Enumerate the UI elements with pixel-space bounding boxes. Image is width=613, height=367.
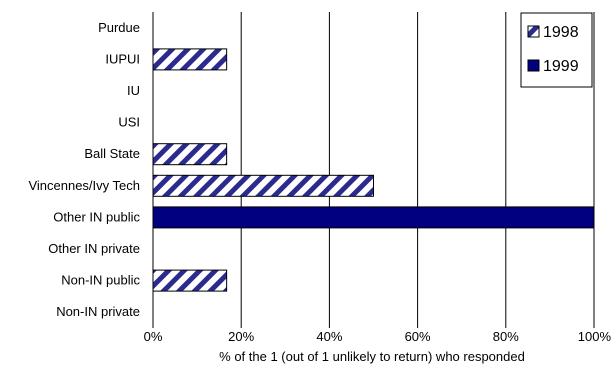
legend-label: 1998: [543, 24, 579, 41]
x-tick-label: 40%: [316, 329, 342, 344]
bar-1998: [152, 269, 228, 292]
bar-1998: [152, 48, 228, 71]
category-label: Purdue: [98, 20, 140, 35]
legend-swatch: [527, 59, 540, 72]
category-label: IU: [127, 83, 140, 98]
category-labels: Purdue IUPUI IU USI Ball State Vincennes/Ivy …: [28, 20, 140, 319]
x-tick-labels: 0% 20% 40% 60% 80% 100%: [144, 329, 612, 344]
x-tick-label: 60%: [405, 329, 431, 344]
x-tick-label: 20%: [228, 329, 254, 344]
category-label: IUPUI: [105, 51, 140, 66]
legend-box: [520, 12, 593, 88]
category-label: Other IN private: [48, 241, 140, 256]
legend: 1998 1999: [520, 12, 593, 88]
x-tick-label: 0%: [144, 329, 163, 344]
category-label: Other IN public: [53, 209, 140, 224]
x-tick-label: 100%: [578, 329, 612, 344]
bar-1999: [152, 206, 595, 229]
category-label: Non-IN public: [61, 273, 140, 288]
legend-label: 1999: [543, 58, 579, 75]
category-label: Ball State: [84, 146, 140, 161]
x-tick-label: 80%: [493, 329, 519, 344]
category-label: Vincennes/Ivy Tech: [28, 178, 140, 193]
legend-swatch: [527, 25, 540, 38]
bars: [152, 48, 595, 292]
bar-1998: [152, 143, 228, 166]
category-label: Non-IN private: [56, 304, 140, 319]
x-axis-label: % of the 1 (out of 1 unlikely to return)…: [219, 349, 525, 364]
category-label: USI: [118, 115, 140, 130]
bar-1998: [152, 174, 374, 197]
